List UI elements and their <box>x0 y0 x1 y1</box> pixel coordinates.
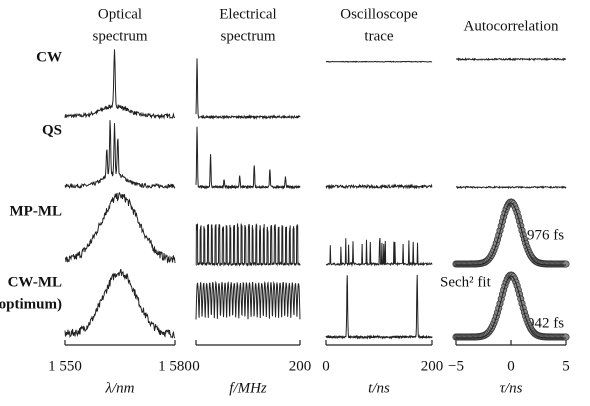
trace <box>325 60 433 63</box>
trace <box>64 120 176 189</box>
tick-label: 0 <box>322 358 330 374</box>
annotation: Sech² fit <box>440 274 492 290</box>
column-title: Oscilloscope <box>340 6 418 22</box>
sample <box>562 333 570 341</box>
trace <box>325 237 433 267</box>
annotation: 942 fs <box>527 315 564 331</box>
axis-label: τ/ns <box>500 380 523 396</box>
trace <box>456 275 566 339</box>
tick-label: −5 <box>448 358 464 374</box>
tick-label: 0 <box>192 358 200 374</box>
trace <box>325 183 433 190</box>
trace <box>195 58 301 120</box>
trace <box>456 185 567 190</box>
tick-label: 0 <box>507 358 515 374</box>
axis-label: t/ns <box>368 380 390 396</box>
trace <box>195 280 301 320</box>
axis-label: f/MHz <box>229 380 267 396</box>
tick-label: 200 <box>289 358 312 374</box>
sample <box>562 260 570 268</box>
tick-label: 1 550 <box>48 358 82 374</box>
column-title: spectrum <box>93 28 148 44</box>
trace <box>195 126 301 190</box>
row-label: CW <box>36 49 62 65</box>
column-title: trace <box>364 28 393 44</box>
row-label: (optimum) <box>0 296 62 312</box>
tick-label: 5 <box>562 358 570 374</box>
row-label: MP-ML <box>10 203 62 219</box>
column-title: Electrical <box>219 6 276 22</box>
trace <box>325 274 433 340</box>
trace <box>64 269 176 339</box>
trace <box>64 49 176 120</box>
tick-label: 200 <box>421 358 444 374</box>
axis-label: λ/nm <box>105 380 135 396</box>
column-title: Optical <box>98 6 142 22</box>
row-label: CW-ML <box>8 274 62 290</box>
annotation: 976 fs <box>527 227 564 243</box>
column-title: spectrum <box>221 28 276 44</box>
trace <box>64 191 176 264</box>
tick-label: 1 580 <box>158 358 192 374</box>
row-label: QS <box>42 122 62 138</box>
trace <box>195 222 301 267</box>
trace <box>456 57 567 62</box>
trace <box>456 202 566 266</box>
column-title: Autocorrelation <box>464 18 559 34</box>
